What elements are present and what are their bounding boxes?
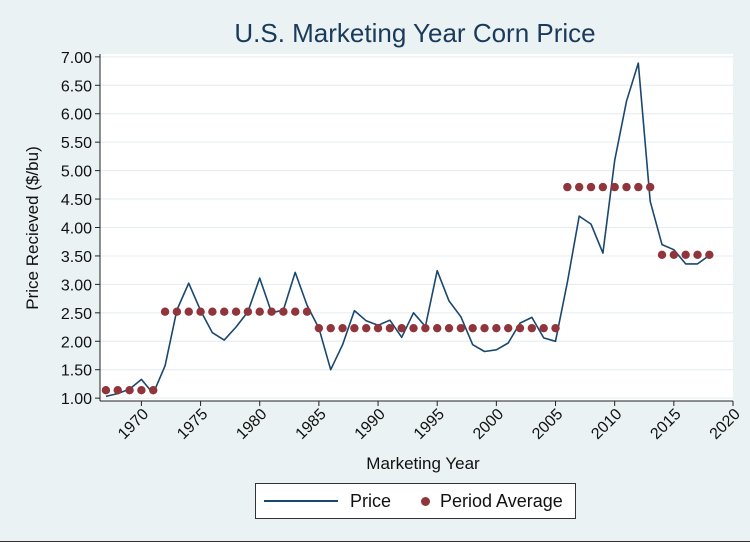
period-average-point xyxy=(291,307,300,316)
price-line xyxy=(105,62,710,398)
y-tick-label: 7.00 xyxy=(61,50,92,67)
y-tick-label: 5.00 xyxy=(61,164,92,181)
y-tick-label: 4.00 xyxy=(61,221,92,238)
period-average-point xyxy=(610,182,619,192)
period-average-point xyxy=(563,182,572,192)
legend-item-average: Period Average xyxy=(391,491,563,512)
period-average-point xyxy=(409,323,418,333)
period-average-point xyxy=(468,323,477,333)
period-average-point xyxy=(326,323,335,333)
gridlines xyxy=(100,56,733,399)
period-average-point xyxy=(279,307,288,316)
y-tick-label: 4.50 xyxy=(61,192,92,209)
period-average-point xyxy=(421,323,430,333)
bottom-border xyxy=(0,541,750,547)
period-average-point xyxy=(101,385,111,395)
period-average-point xyxy=(645,182,655,192)
x-tick-label: 1990 xyxy=(352,406,389,443)
period-average-point xyxy=(433,323,442,333)
period-average-point xyxy=(373,323,383,333)
period-average-point xyxy=(137,385,146,395)
x-tick-label: 2010 xyxy=(588,406,625,443)
y-tick-label: 5.50 xyxy=(61,135,92,152)
period-average-point xyxy=(314,323,324,333)
period-average-point xyxy=(397,323,406,333)
period-average-point xyxy=(634,182,643,192)
y-tick-label: 3.50 xyxy=(61,249,92,266)
legend: Price Period Average xyxy=(255,483,576,519)
period-average-point xyxy=(444,323,454,333)
period-average-point xyxy=(657,250,667,260)
period-average-point xyxy=(456,323,466,333)
y-tick-label: 6.00 xyxy=(61,107,92,124)
legend-item-price: Price xyxy=(256,491,391,512)
y-tick-label: 1.00 xyxy=(61,391,92,408)
y-tick-label: 6.50 xyxy=(61,78,92,95)
x-axis-title: Marketing Year xyxy=(366,454,480,473)
x-tick-label: 1980 xyxy=(233,406,270,443)
legend-dot-swatch xyxy=(421,496,431,506)
period-average-point xyxy=(551,323,560,333)
chart-title: U.S. Marketing Year Corn Price xyxy=(234,18,596,48)
period-average-point xyxy=(338,323,347,333)
period-average-point xyxy=(231,307,241,316)
period-average-point xyxy=(527,323,537,333)
y-tick-label: 2.50 xyxy=(61,306,92,323)
x-tick-label: 1995 xyxy=(411,406,448,443)
y-axis-title: Price Recieved ($/bu) xyxy=(23,146,42,309)
x-tick-label: 2020 xyxy=(707,406,744,443)
period-average-point xyxy=(693,250,702,260)
legend-line-swatch xyxy=(264,500,338,502)
period-average-point xyxy=(362,323,371,333)
period-average-point xyxy=(350,323,359,333)
period-average-point xyxy=(255,307,264,316)
period-average-point xyxy=(385,323,395,333)
period-average-point xyxy=(705,250,714,260)
legend-label-price: Price xyxy=(350,490,392,511)
x-tick-label: 1970 xyxy=(115,406,152,443)
x-tick-label: 1975 xyxy=(174,406,211,443)
period-average-point xyxy=(172,307,182,316)
series-layer xyxy=(101,62,714,398)
period-average-point xyxy=(196,307,205,316)
period-average-point xyxy=(113,385,122,395)
x-ticks: 1970 1975 1980 1985 1990 1995 2000 2005 2010 2015… xyxy=(115,401,744,443)
x-tick-label: 2005 xyxy=(529,406,566,443)
period-average-point xyxy=(539,323,548,333)
period-average-point xyxy=(480,323,489,333)
y-tick-label: 3.00 xyxy=(61,277,92,294)
period-average-point xyxy=(503,323,513,333)
period-average-point xyxy=(220,307,229,316)
legend-label-average: Period Average xyxy=(440,490,563,511)
period-average-point xyxy=(574,182,584,192)
period-average-point xyxy=(492,323,501,333)
period-average-point xyxy=(149,385,158,395)
y-tick-label: 2.00 xyxy=(61,334,92,351)
period-average-point xyxy=(125,385,134,395)
period-average-point xyxy=(669,250,679,260)
x-tick-label: 2000 xyxy=(470,406,507,443)
period-average-point xyxy=(622,182,631,192)
period-average-point xyxy=(208,307,217,316)
period-average-point xyxy=(160,307,170,316)
y-tick-label: 1.50 xyxy=(61,363,92,380)
period-average-point xyxy=(586,182,596,192)
period-average-point xyxy=(267,307,276,316)
period-average-point xyxy=(184,307,193,316)
period-average-point xyxy=(243,307,253,316)
x-tick-label: 1985 xyxy=(293,406,330,443)
period-average-point xyxy=(598,182,608,192)
y-ticks: 1.00 1.50 2.00 2.50 3.00 3.50 4.00 4.50 5.00 5.50… xyxy=(61,50,100,408)
period-average-point xyxy=(302,307,312,316)
period-average-point xyxy=(681,250,690,260)
x-tick-label: 2015 xyxy=(647,406,684,443)
period-average-point xyxy=(515,323,525,333)
